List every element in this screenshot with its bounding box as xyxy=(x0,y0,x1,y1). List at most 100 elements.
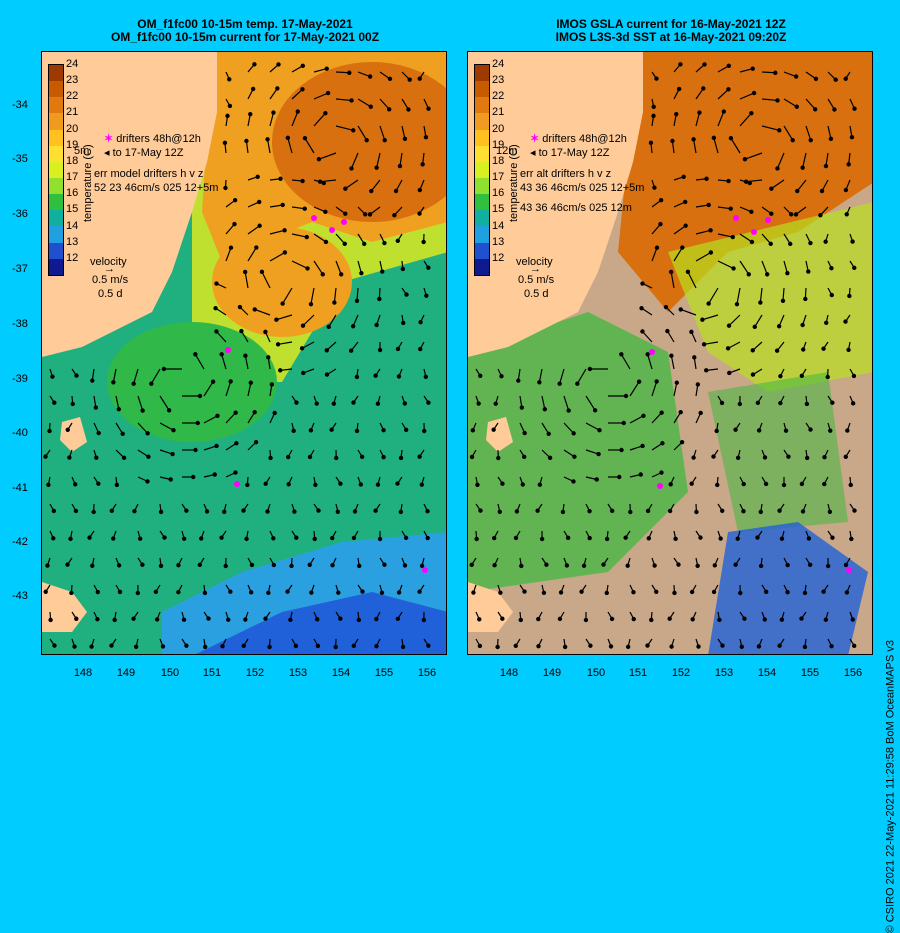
current-arrow-head xyxy=(800,617,803,620)
lon-label: 149 xyxy=(537,667,567,679)
current-arrow-head xyxy=(216,414,219,417)
current-arrow-head xyxy=(403,137,406,140)
current-arrow-head xyxy=(472,591,475,594)
current-arrow-head xyxy=(324,112,327,115)
current-arrow-head xyxy=(215,444,218,447)
colorbar-swatch xyxy=(475,162,489,178)
current-arrow-head xyxy=(426,510,429,513)
current-arrow-head xyxy=(242,644,245,647)
current-arrow-head xyxy=(361,455,364,458)
current-arrow-head xyxy=(396,482,399,485)
current-arrow-head xyxy=(221,645,224,648)
current-arrow-head xyxy=(681,246,684,249)
current-arrow-head xyxy=(709,251,712,254)
current-arrow-head xyxy=(163,536,166,539)
current-arrow-head xyxy=(765,590,768,593)
current-arrow-head xyxy=(720,401,723,404)
current-arrow-head xyxy=(375,323,378,326)
current-arrow-head xyxy=(804,297,807,300)
current-arrow-head xyxy=(499,591,502,594)
current-arrow-head xyxy=(824,165,827,168)
current-arrow-head xyxy=(829,137,832,140)
current-arrow-head xyxy=(649,141,652,144)
current-arrow-head xyxy=(642,414,645,417)
current-arrow-head xyxy=(161,645,164,648)
current-arrow-head xyxy=(402,321,405,324)
lon-label: 154 xyxy=(326,667,356,679)
current-arrow-head xyxy=(426,536,429,539)
current-arrow-head xyxy=(543,408,546,411)
colorbar-swatch xyxy=(475,226,489,242)
velocity-duration: 0.5 d xyxy=(524,288,548,300)
current-arrow-head xyxy=(787,455,790,458)
current-arrow-head xyxy=(641,282,644,285)
current-arrow-head xyxy=(267,591,270,594)
current-arrow-head xyxy=(712,136,715,139)
drifter-point xyxy=(846,567,852,573)
colorbar-tick-label: 20 xyxy=(492,123,504,135)
current-arrow-head xyxy=(335,456,338,459)
current-arrow-head xyxy=(344,212,347,215)
current-arrow-head xyxy=(424,136,427,139)
current-arrow-head xyxy=(376,402,379,405)
current-arrow-head xyxy=(380,591,383,594)
colorbar-swatch xyxy=(49,113,63,129)
current-arrow-head xyxy=(853,266,856,269)
current-arrow-head xyxy=(671,139,674,142)
current-arrow-head xyxy=(830,645,833,648)
current-arrow-head xyxy=(49,618,52,621)
current-arrow-head xyxy=(709,229,712,232)
lon-label: 151 xyxy=(197,667,227,679)
current-arrow-head xyxy=(427,644,430,647)
current-arrow-head xyxy=(742,510,745,513)
current-arrow-head xyxy=(471,429,474,432)
current-arrow-head xyxy=(66,428,69,431)
current-arrow-head xyxy=(418,455,421,458)
current-arrow-head xyxy=(352,536,355,539)
current-arrow-head xyxy=(136,591,139,594)
current-arrow-head xyxy=(44,455,47,458)
current-arrow-head xyxy=(690,482,693,485)
current-arrow-head xyxy=(279,369,282,372)
current-arrow-head xyxy=(168,409,171,412)
current-arrow-head xyxy=(253,411,256,414)
current-arrow-head xyxy=(597,452,600,455)
current-arrow-head xyxy=(735,303,738,306)
current-arrow-head xyxy=(737,456,740,459)
current-arrow-head xyxy=(146,432,149,435)
current-arrow-head xyxy=(668,617,671,620)
current-arrow-head xyxy=(753,325,756,328)
drifter-point xyxy=(422,567,428,573)
current-arrow-head xyxy=(686,270,689,273)
colorbar-tick-label: 24 xyxy=(492,58,504,70)
current-arrow-head xyxy=(660,199,663,202)
current-arrow-head xyxy=(795,75,798,78)
current-arrow-head xyxy=(478,644,481,647)
current-arrow-head xyxy=(652,105,655,108)
current-arrow-head xyxy=(774,71,777,74)
current-arrow-head xyxy=(565,564,568,567)
current-arrow-head xyxy=(339,482,342,485)
current-arrow-head xyxy=(647,537,650,540)
current-arrow-head xyxy=(420,483,423,486)
current-arrow-head xyxy=(756,536,759,539)
colorbar-tick-label: 12 xyxy=(492,252,504,264)
colorbar-tick-label: 16 xyxy=(66,187,78,199)
current-arrow-head xyxy=(763,618,766,621)
depth-label: 12m xyxy=(496,145,517,157)
colorbar xyxy=(474,64,490,276)
current-arrow-head xyxy=(418,77,421,80)
current-arrow-head xyxy=(207,617,210,620)
current-arrow-head xyxy=(358,564,361,567)
current-arrow-head xyxy=(352,129,355,132)
lon-label: 153 xyxy=(283,667,313,679)
current-arrow-head xyxy=(194,353,197,356)
current-arrow-head xyxy=(283,251,286,254)
current-arrow-head xyxy=(521,483,524,486)
current-arrow-head xyxy=(336,510,339,513)
current-arrow-head xyxy=(182,618,185,621)
current-arrow-head xyxy=(646,353,649,356)
current-arrow-head xyxy=(355,429,358,432)
current-arrow-head xyxy=(845,591,848,594)
colorbar-swatch xyxy=(49,226,63,242)
